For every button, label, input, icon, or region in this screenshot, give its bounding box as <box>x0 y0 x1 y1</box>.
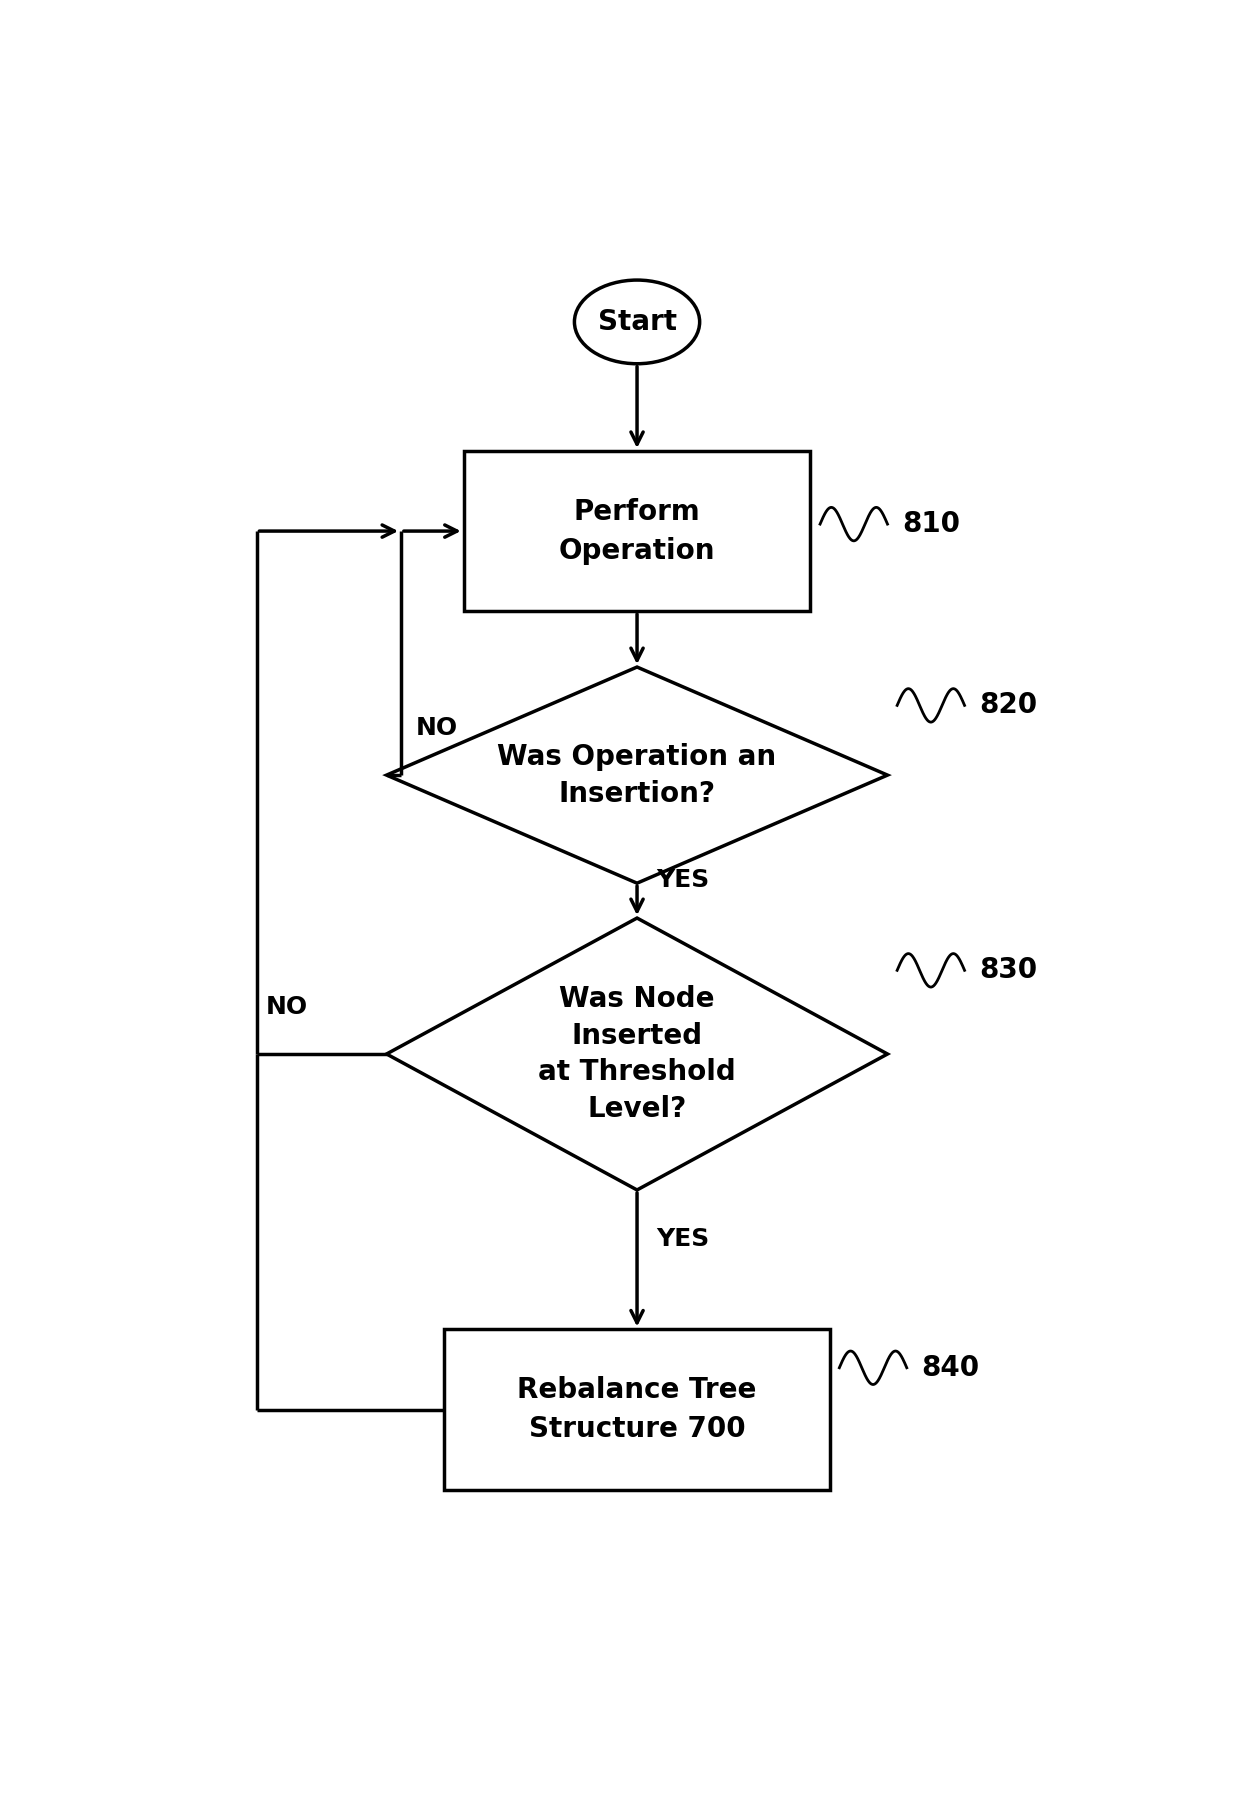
Text: 840: 840 <box>921 1355 979 1382</box>
Text: Rebalance Tree
Structure 700: Rebalance Tree Structure 700 <box>517 1376 757 1443</box>
Text: Start: Start <box>598 308 676 335</box>
Text: 810: 810 <box>902 511 960 538</box>
Bar <box>464 451 810 612</box>
Text: 830: 830 <box>979 956 1037 985</box>
Text: YES: YES <box>656 867 710 891</box>
Text: 820: 820 <box>979 692 1037 719</box>
Text: Perform
Operation: Perform Operation <box>559 498 715 565</box>
Text: Was Node
Inserted
at Threshold
Level?: Was Node Inserted at Threshold Level? <box>538 985 736 1123</box>
Text: Was Operation an
Insertion?: Was Operation an Insertion? <box>497 743 777 808</box>
Text: NO: NO <box>266 994 308 1020</box>
Text: YES: YES <box>656 1226 710 1251</box>
Bar <box>445 1329 830 1490</box>
Text: NO: NO <box>415 715 457 741</box>
